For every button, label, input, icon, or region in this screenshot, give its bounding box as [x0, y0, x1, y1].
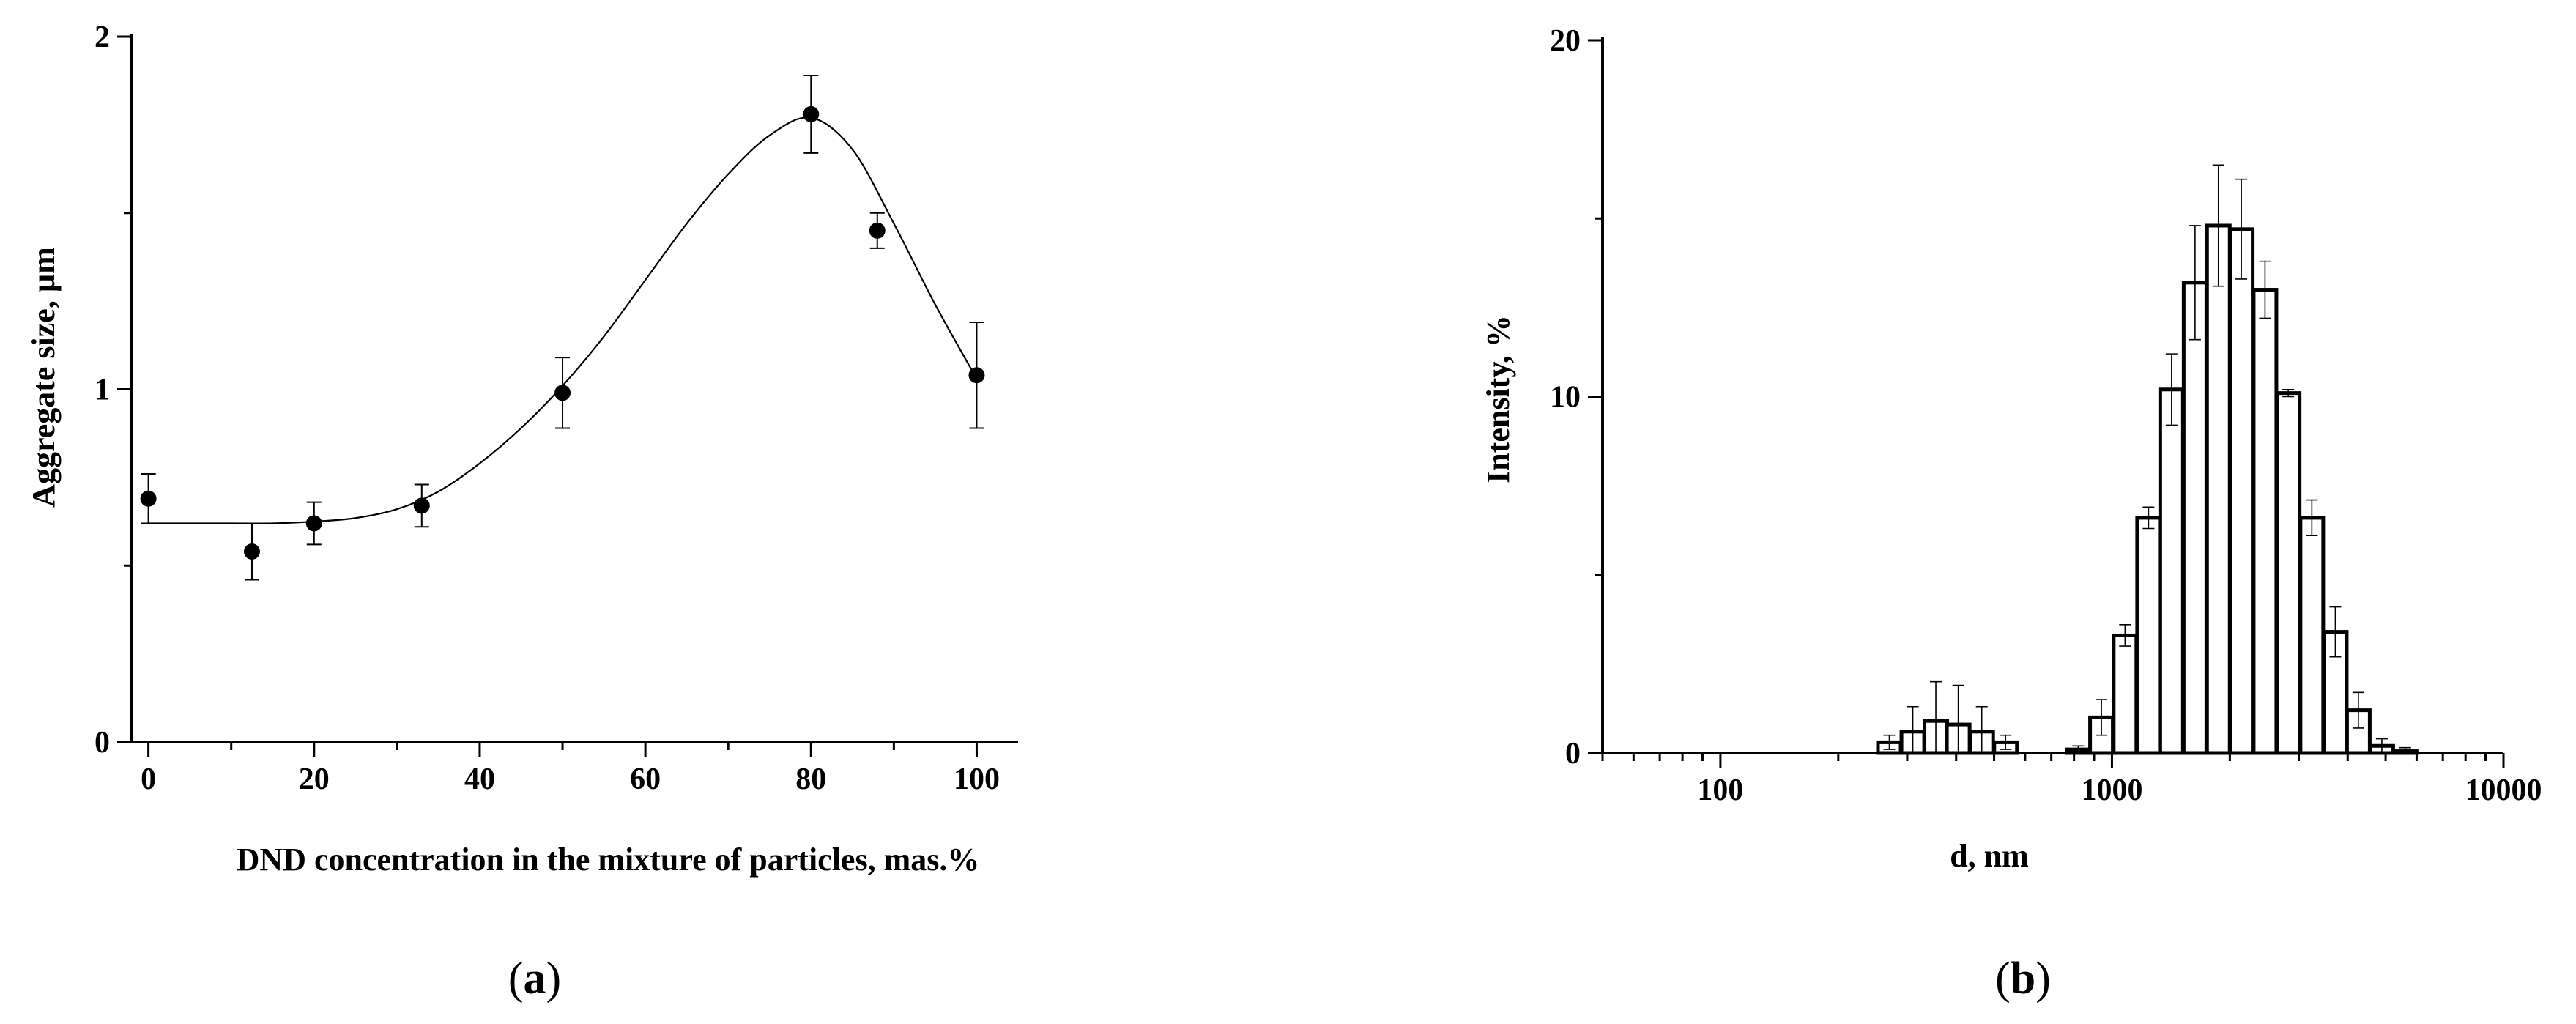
panel-a-data-points — [140, 74, 985, 581]
panel-b-bar — [2135, 516, 2162, 755]
panel-a-fit-curve-group — [148, 116, 978, 524]
panel-b-bars — [1876, 164, 2419, 755]
panel-b-x-axis-label: d, nm — [1950, 838, 2029, 874]
panel-a-x-tick-label: 80 — [795, 763, 826, 796]
panel-a-data-point — [243, 543, 260, 560]
panel-a-label: (a) — [508, 954, 561, 1003]
panel-b-y-tick-label: 20 — [1550, 24, 1581, 58]
panel-a-axes: 0 20 40 60 80 100 0 1 2 — [94, 21, 1018, 796]
panel-b-y-tick-label: 0 — [1565, 737, 1581, 771]
panel-b-y-axis-label: Intensity, % — [1480, 315, 1516, 483]
panel-a-data-point — [140, 490, 157, 507]
panel-a-chart: 0 20 40 60 80 100 0 1 2 Aggregate size, µm DND c… — [26, 21, 1018, 1003]
panel-a-x-tick-label: 20 — [299, 763, 330, 796]
panel-a-x-tick-label: 60 — [630, 763, 661, 796]
panel-a-x-axis-label: DND concentration in the mixture of part… — [237, 842, 980, 878]
panel-b-axes: 100 1000 10000 0 10 20 — [1550, 24, 2542, 807]
panel-b-bar — [2275, 391, 2302, 755]
panel-a-y-tick-label: 1 — [94, 374, 110, 407]
panel-b-bar — [2205, 223, 2232, 755]
panel-b-bar — [2158, 387, 2185, 755]
panel-b-chart: 100 1000 10000 0 10 20 Intensity, % d, nm (b) — [1480, 24, 2542, 1003]
panel-a-y-tick-label: 2 — [94, 21, 110, 54]
panel-a-x-tick-label: 0 — [141, 763, 156, 796]
panel-b-bar — [2181, 281, 2208, 755]
panel-a-data-point — [305, 515, 322, 532]
panel-b-x-tick-label: 100 — [1697, 773, 1743, 807]
panel-b-label: (b) — [1995, 954, 2051, 1003]
panel-a-y-axis-label: Aggregate size, µm — [26, 247, 62, 508]
panel-b-bar — [2252, 288, 2279, 755]
panel-a-data-point — [554, 385, 571, 401]
panel-b-x-tick-label: 1000 — [2081, 773, 2142, 807]
panel-b-bar — [2112, 633, 2139, 755]
panel-a-data-point — [413, 497, 430, 514]
panel-a-x-tick-label: 100 — [954, 763, 1000, 796]
panel-a-y-tick-label: 0 — [94, 726, 110, 760]
panel-b-bar — [2228, 227, 2255, 755]
panel-a-fit-curve — [148, 116, 978, 524]
panel-b-x-tick-label: 10000 — [2465, 773, 2542, 807]
panel-b-bar — [2298, 516, 2326, 755]
panel-b-y-tick-label: 10 — [1550, 381, 1581, 415]
panel-a-x-tick-label: 40 — [464, 763, 495, 796]
panel-a-data-point — [869, 222, 886, 239]
panel-a-data-point — [803, 105, 820, 122]
panel-a-data-point — [968, 367, 985, 384]
